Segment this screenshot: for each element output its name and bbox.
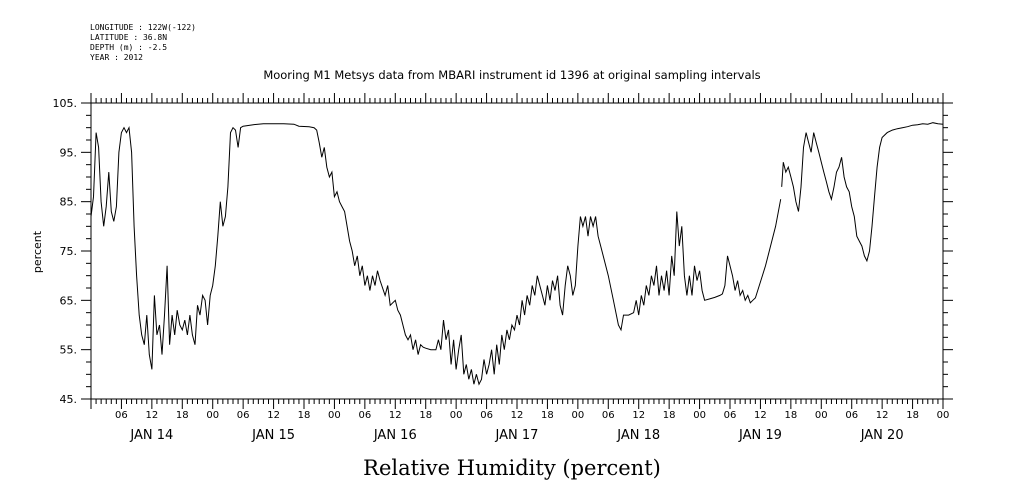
x-hour-label: 12 bbox=[754, 410, 767, 421]
x-hour-label: 12 bbox=[876, 410, 889, 421]
x-hour-label: 18 bbox=[298, 410, 311, 421]
x-hour-label: 18 bbox=[419, 410, 432, 421]
header-line-depth: DEPTH (m) : -2.5 bbox=[90, 43, 167, 52]
y-tick-label: 45. bbox=[60, 393, 78, 406]
x-hour-label: 00 bbox=[815, 410, 828, 421]
y-tick-label: 75. bbox=[60, 245, 78, 258]
x-day-label: JAN 19 bbox=[738, 428, 782, 443]
y-tick-label: 65. bbox=[60, 294, 78, 307]
x-hour-label: 12 bbox=[145, 410, 158, 421]
x-day-label: JAN 20 bbox=[860, 428, 904, 443]
x-hour-label: 06 bbox=[845, 410, 858, 421]
x-hour-label: 06 bbox=[724, 410, 737, 421]
y-axis-label: percent bbox=[31, 230, 44, 273]
plot-frame bbox=[90, 102, 944, 400]
x-hour-label: 00 bbox=[206, 410, 219, 421]
series-line bbox=[781, 122, 944, 263]
y-tick-label: 105. bbox=[53, 97, 78, 110]
header-line-year: YEAR : 2012 bbox=[90, 53, 143, 62]
x-hour-label: 00 bbox=[450, 410, 463, 421]
x-day-label: JAN 18 bbox=[616, 428, 660, 443]
y-tick-labels: 45. 55. 65. 75. 85. 95. 105. bbox=[53, 97, 78, 406]
x-hour-label: 06 bbox=[602, 410, 615, 421]
header-line-longitude: LONGITUDE : 122W(-122) bbox=[90, 23, 196, 32]
x-hour-label: 12 bbox=[389, 410, 402, 421]
y-tick-label: 95. bbox=[60, 146, 78, 159]
x-hour-label: 18 bbox=[906, 410, 919, 421]
header-info: LONGITUDE : 122W(-122) LATITUDE : 36.8N … bbox=[90, 23, 196, 62]
x-day-label: JAN 14 bbox=[129, 428, 173, 443]
x-hour-label: 06 bbox=[115, 410, 128, 421]
y-tick-label: 55. bbox=[60, 344, 78, 357]
x-hour-label: 00 bbox=[571, 410, 584, 421]
chart-title: Mooring M1 Metsys data from MBARI instru… bbox=[263, 68, 760, 82]
x-hour-label: 12 bbox=[267, 410, 280, 421]
x-day-label: JAN 15 bbox=[251, 428, 295, 443]
x-day-label: JAN 17 bbox=[495, 428, 539, 443]
y-tick-label: 85. bbox=[60, 196, 78, 209]
axis-ticks bbox=[81, 93, 953, 409]
x-hour-label: 18 bbox=[541, 410, 554, 421]
header-line-latitude: LATITUDE : 36.8N bbox=[90, 33, 167, 42]
series-relative-humidity bbox=[90, 122, 944, 386]
series-line bbox=[90, 123, 782, 386]
x-hour-label: 06 bbox=[237, 410, 250, 421]
x-hour-label: 00 bbox=[937, 410, 950, 421]
x-axis-label: Relative Humidity (percent) bbox=[363, 456, 661, 480]
x-day-label: JAN 16 bbox=[373, 428, 417, 443]
x-hour-label: 12 bbox=[632, 410, 645, 421]
x-hour-label: 06 bbox=[480, 410, 493, 421]
x-hour-label: 00 bbox=[693, 410, 706, 421]
x-hour-label: 12 bbox=[511, 410, 524, 421]
x-tick-labels: 06 12 18 00 06 12 18 00 06 12 18 00 06 12 18 00 06 12 18 00… bbox=[115, 410, 949, 443]
x-hour-label: 18 bbox=[663, 410, 676, 421]
x-hour-label: 00 bbox=[328, 410, 341, 421]
x-hour-label: 18 bbox=[784, 410, 797, 421]
x-hour-label: 18 bbox=[176, 410, 189, 421]
x-hour-label: 06 bbox=[358, 410, 371, 421]
